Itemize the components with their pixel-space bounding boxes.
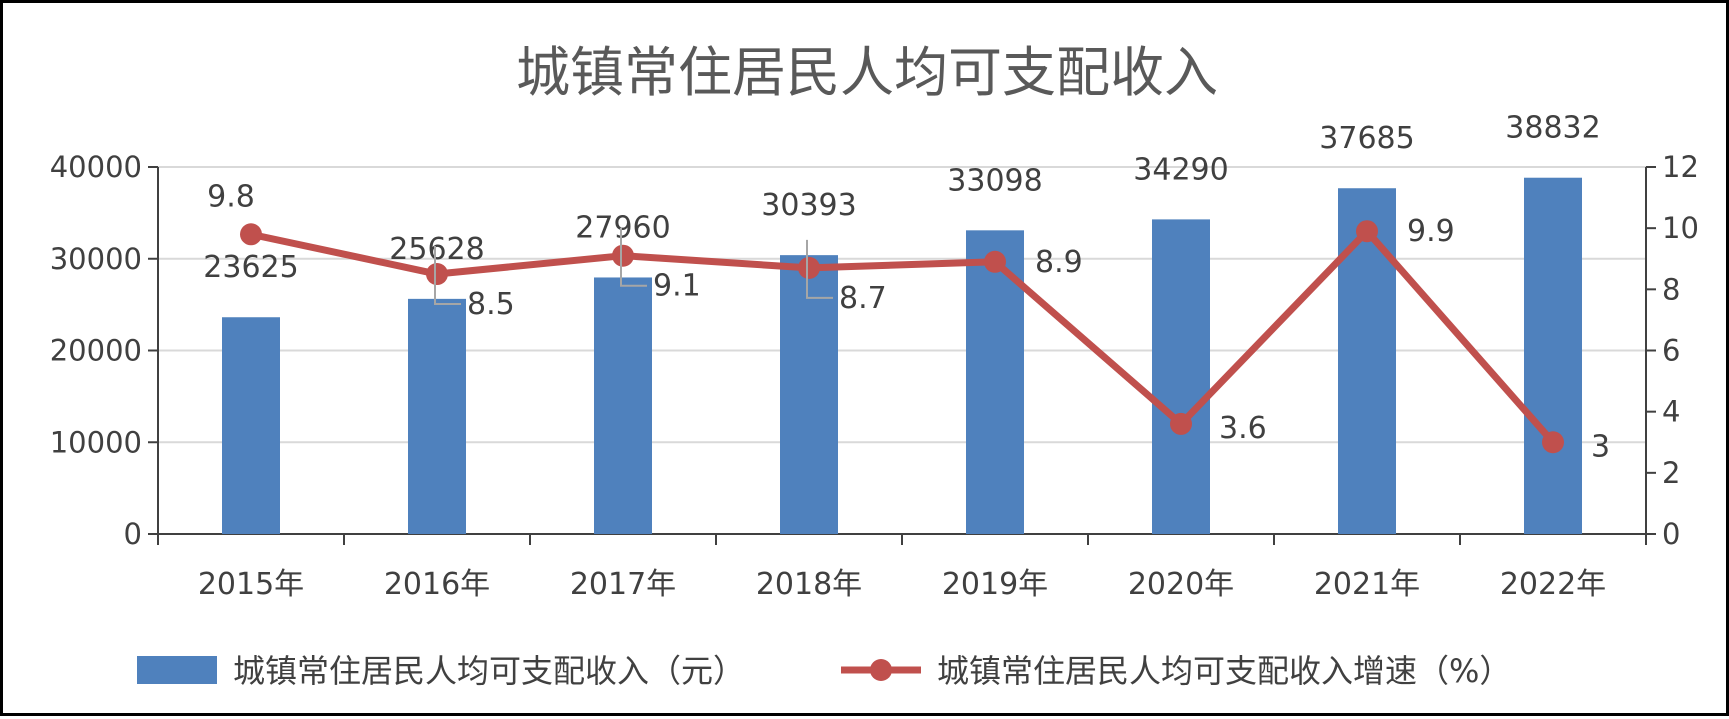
legend: 城镇常住居民人均可支配收入（元） 城镇常住居民人均可支配收入增速（%） [137,652,1511,690]
chart-svg: 城镇常住居民人均可支配收入 0 10000 20000 30000 40000 0 2 4 6 8… [50,41,1699,690]
bar [1152,219,1210,534]
bar [222,317,280,534]
right-axis-tick-label: 12 [1662,150,1699,184]
gridlines [158,166,1646,444]
line-series [240,220,1564,454]
x-axis-category-label: 2018年 [756,567,862,602]
legend-label-income: 城镇常住居民人均可支配收入（元） [233,652,745,690]
right-axis-tick-label: 10 [1662,211,1699,245]
right-axis-tick-label: 4 [1662,395,1680,429]
data-labels: 23625 25628 27960 30393 33098 34290 37685 38832… [203,111,1610,465]
growth-label-leader [620,227,647,287]
left-axis-tick-label: 20000 [50,334,142,368]
growth-point [240,223,262,246]
bar-value-label: 38832 [1505,111,1600,146]
bar [1524,177,1582,534]
bar-value-label: 27960 [575,210,670,245]
left-axis-tick-label: 30000 [50,242,142,276]
growth-value-label: 9.8 [207,179,255,214]
growth-point [798,256,820,279]
x-axis-category-label: 2022年 [1500,567,1606,602]
growth-point [1356,220,1378,243]
x-axis-category-label: 2021年 [1314,567,1420,602]
growth-label-leader [434,246,461,306]
left-axis-tick-label: 40000 [50,150,142,184]
legend-label-growth: 城镇常住居民人均可支配收入增速（%） [937,652,1511,690]
growth-point [1542,431,1564,454]
bar-series [222,177,1582,535]
right-axis-tick-label: 0 [1662,517,1680,551]
growth-point [1170,412,1192,435]
chart-title: 城镇常住居民人均可支配收入 [516,41,1218,104]
bar [1338,188,1396,535]
growth-value-label: 3.6 [1219,411,1267,446]
right-axis-tick-label: 8 [1662,272,1680,306]
growth-value-label: 3 [1591,429,1610,464]
x-axis-category-label: 2020年 [1128,567,1234,602]
growth-value-label: 9.1 [653,269,701,304]
growth-value-label: 8.9 [1035,245,1083,280]
bar-value-label: 37685 [1319,121,1414,156]
legend-swatch-income [137,656,217,684]
bar [408,298,466,534]
bar [594,277,652,534]
growth-point [984,250,1006,273]
bar-value-label: 34290 [1133,152,1228,187]
x-axis-category-label: 2017年 [570,567,676,602]
x-axis-category-label: 2019年 [942,567,1048,602]
growth-value-label: 9.9 [1407,214,1455,249]
growth-label-leader [806,239,833,299]
growth-point [612,244,634,267]
bar-value-label: 33098 [947,163,1042,198]
growth-line [247,227,1557,446]
left-axis-tick-label: 10000 [50,425,142,459]
right-axis-tick-label: 6 [1662,334,1680,368]
growth-value-label: 8.7 [839,281,887,316]
bar-value-label: 25628 [389,232,484,267]
growth-value-label: 8.5 [467,287,515,322]
left-axis-tick-label: 0 [124,517,142,551]
growth-point [426,263,448,286]
legend-marker-growth [870,659,892,681]
bar-value-label: 23625 [203,250,298,285]
x-axis-category-label: 2015年 [198,567,304,602]
bar [780,255,838,534]
x-axis-category-label: 2016年 [384,567,490,602]
axes: 0 10000 20000 30000 40000 0 2 4 6 8 10 12 2015年 2016年… [50,150,1699,602]
right-axis-tick-label: 2 [1662,456,1680,490]
bar-value-label: 30393 [761,188,856,223]
